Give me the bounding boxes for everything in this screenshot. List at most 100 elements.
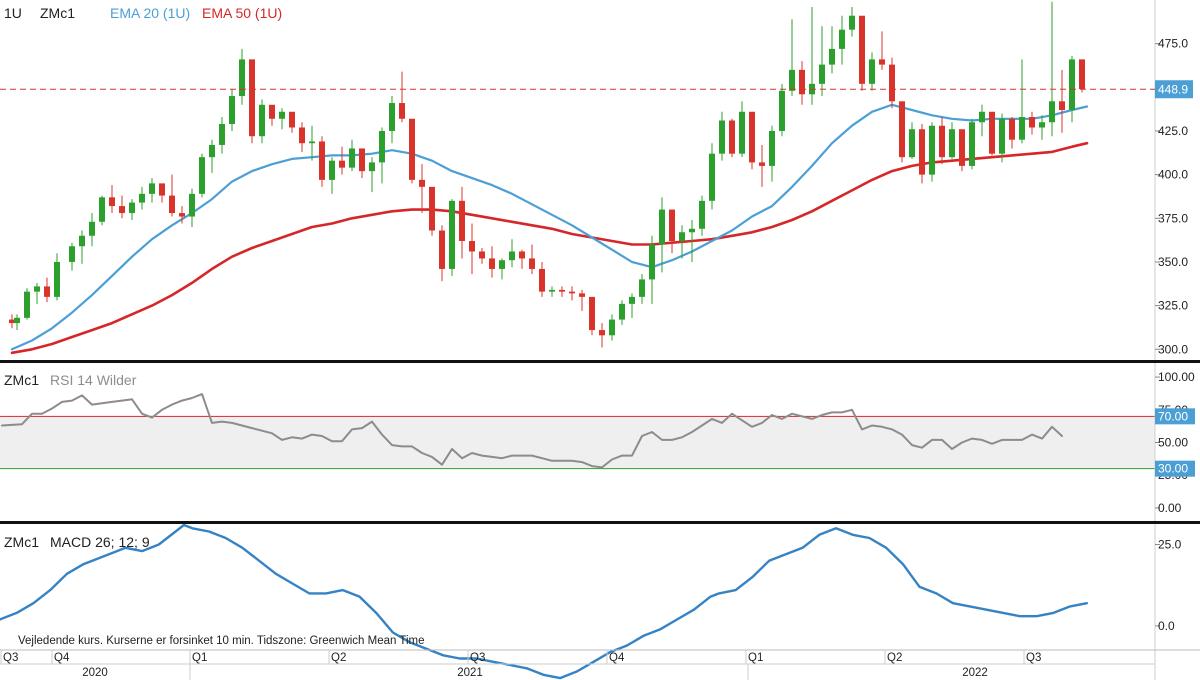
candle-up — [129, 199, 135, 221]
candle-body — [879, 59, 885, 65]
macd-tick-label: 25.0 — [1158, 538, 1182, 552]
rsi-tick-label: 100.00 — [1158, 370, 1195, 384]
candle-up — [549, 286, 555, 297]
candle-body — [629, 296, 635, 304]
candle-body — [479, 251, 485, 259]
candle-down — [489, 246, 495, 278]
candle-down — [569, 286, 575, 301]
candle-body — [819, 64, 825, 84]
candle-body — [709, 153, 715, 201]
candle-body — [909, 129, 915, 158]
candle-body — [1049, 101, 1055, 123]
candle-body — [249, 59, 255, 137]
candle-up — [229, 89, 235, 131]
macd-legend[interactable]: MACD 26; 12; 9 — [50, 534, 150, 550]
candle-up — [649, 235, 655, 304]
price-tick-label: 325.0 — [1158, 299, 1188, 313]
candle-down — [899, 101, 905, 163]
quarter-label: Q1 — [192, 652, 207, 664]
candle-up — [979, 104, 985, 137]
candle-body — [559, 289, 565, 292]
candle-down — [429, 186, 435, 236]
candle-down — [539, 261, 545, 297]
candle-body — [54, 261, 60, 297]
candle-up — [999, 113, 1005, 163]
candle-body — [389, 103, 395, 131]
candle-down — [319, 136, 325, 187]
candle-body — [289, 111, 295, 128]
candle-down — [519, 249, 525, 269]
candle-up — [779, 83, 785, 137]
candle-up — [819, 26, 825, 97]
candle-body — [189, 193, 195, 217]
candle-up — [329, 157, 335, 194]
candle-body — [829, 48, 835, 65]
candle-body — [779, 90, 785, 131]
candle-body — [609, 319, 615, 336]
price-tick-label: 350.0 — [1158, 255, 1188, 269]
last-price-label: 448.9 — [1158, 83, 1188, 97]
candle-body — [859, 15, 865, 84]
candle-up — [969, 118, 975, 170]
year-label: 2021 — [457, 667, 483, 679]
timeframe-label[interactable]: 1U — [4, 5, 22, 21]
ema50-legend[interactable]: EMA 50 (1U) — [202, 5, 282, 21]
quarter-label: Q1 — [748, 652, 763, 664]
candle-down — [939, 117, 945, 165]
candle-body — [669, 209, 675, 241]
rsi-path — [1, 393, 1063, 469]
candle-up — [659, 197, 665, 273]
candle-body — [169, 195, 175, 214]
candles — [9, 1, 1085, 348]
candle-body — [409, 118, 415, 180]
candle-body — [979, 111, 985, 123]
candle-body — [459, 200, 465, 241]
macd-line — [0, 523, 1088, 680]
candle-up — [219, 117, 225, 154]
candle-down — [289, 111, 295, 133]
candle-body — [1059, 101, 1065, 111]
candle-body — [369, 162, 375, 172]
candle-up — [839, 15, 845, 65]
candle-body — [1019, 117, 1025, 140]
footer-note: Vejledende kurs. Kurserne er forsinket 1… — [18, 635, 425, 647]
candle-up — [1019, 59, 1025, 144]
candle-body — [469, 240, 475, 252]
last-price-badge — [1155, 80, 1193, 99]
ema20-legend[interactable]: EMA 20 (1U) — [110, 5, 190, 21]
candle-body — [899, 101, 905, 158]
candle-up — [949, 122, 955, 159]
price-tick-label: 475.0 — [1158, 37, 1188, 51]
candle-body — [599, 330, 605, 336]
candle-down — [559, 286, 565, 297]
candle-body — [759, 162, 765, 166]
rsi-legend[interactable]: RSI 14 Wilder — [50, 372, 137, 388]
candle-body — [44, 286, 50, 297]
macd-symbol: ZMc1 — [4, 534, 39, 550]
candle-body — [159, 183, 165, 196]
candle-down — [169, 174, 175, 217]
candle-body — [959, 129, 965, 166]
candle-down — [419, 164, 425, 214]
candle-body — [699, 200, 705, 229]
candle-body — [79, 235, 85, 247]
candle-up — [639, 274, 645, 304]
quarter-label: Q2 — [331, 652, 346, 664]
candle-body — [549, 289, 555, 292]
candle-body — [519, 251, 525, 259]
candle-body — [849, 15, 855, 30]
candle-body — [259, 104, 265, 137]
candle-down — [749, 111, 755, 170]
candle-down — [359, 148, 365, 179]
quarter-label: Q4 — [54, 652, 70, 664]
candle-body — [919, 129, 925, 175]
candle-body — [739, 111, 745, 154]
candle-body — [839, 29, 845, 49]
panel-separator[interactable] — [0, 521, 1200, 524]
candle-up — [809, 6, 815, 105]
candle-up — [909, 122, 915, 159]
candle-body — [329, 160, 335, 180]
candle-body — [1039, 122, 1045, 128]
panel-separator[interactable] — [0, 360, 1200, 363]
